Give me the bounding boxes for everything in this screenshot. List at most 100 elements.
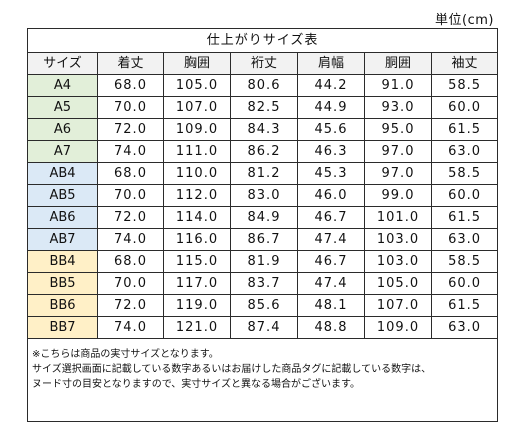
measurement-cell: 70.0 bbox=[97, 96, 164, 119]
measurement-cell: 61.5 bbox=[430, 118, 499, 141]
measurement-cell: 81.2 bbox=[230, 162, 298, 185]
table-row: A7 74.0 111.0 86.2 46.3 97.0 63.0 bbox=[27, 140, 499, 163]
column-header-chest: 胸囲 bbox=[163, 52, 231, 75]
table-title: 仕上がりサイズ表 bbox=[26, 28, 499, 53]
measurement-cell: 103.0 bbox=[364, 250, 432, 273]
measurement-cell: 46.3 bbox=[297, 140, 365, 163]
measurement-cell: 116.0 bbox=[163, 228, 231, 251]
measurement-cell: 99.0 bbox=[364, 184, 432, 207]
size-cell: AB7 bbox=[27, 228, 98, 251]
measurement-cell: 119.0 bbox=[163, 294, 231, 317]
measurement-cell: 105.0 bbox=[364, 272, 432, 295]
table-row: A4 68.0 105.0 80.6 44.2 91.0 58.5 bbox=[27, 74, 499, 97]
measurement-cell: 112.0 bbox=[163, 184, 231, 207]
measurement-cell: 47.4 bbox=[297, 228, 365, 251]
measurement-cell: 86.7 bbox=[230, 228, 298, 251]
size-cell: BB7 bbox=[27, 316, 98, 339]
size-cell: AB5 bbox=[27, 184, 98, 207]
measurement-cell: 68.0 bbox=[97, 250, 164, 273]
column-header-waist: 胴囲 bbox=[364, 52, 432, 75]
measurement-cell: 58.5 bbox=[430, 250, 499, 273]
measurement-cell: 63.0 bbox=[430, 140, 499, 163]
measurement-cell: 87.4 bbox=[230, 316, 298, 339]
measurement-cell: 83.7 bbox=[230, 272, 298, 295]
column-header-length: 着丈 bbox=[97, 52, 164, 75]
measurement-cell: 82.5 bbox=[230, 96, 298, 119]
notes-row: ※こちらは商品の実寸サイズとなります。 サイズ選択画面に記載している数字あるいは… bbox=[26, 338, 499, 422]
measurement-cell: 95.0 bbox=[364, 118, 432, 141]
table-row: AB7 74.0 116.0 86.7 47.4 103.0 63.0 bbox=[27, 228, 499, 251]
table-title-row: 仕上がりサイズ表 bbox=[26, 28, 499, 53]
unit-label: 単位(cm) bbox=[435, 13, 494, 28]
column-header-size: サイズ bbox=[27, 52, 98, 75]
measurement-cell: 63.0 bbox=[430, 316, 499, 339]
measurement-cell: 74.0 bbox=[97, 140, 164, 163]
measurement-cell: 45.6 bbox=[297, 118, 365, 141]
size-chart-table: 仕上がりサイズ表 サイズ 着丈 胸囲 裄丈 肩幅 胴囲 袖丈 A4 68.0 105… bbox=[26, 28, 499, 422]
size-cell: AB4 bbox=[27, 162, 98, 185]
measurement-cell: 93.0 bbox=[364, 96, 432, 119]
measurement-cell: 46.7 bbox=[297, 206, 365, 229]
column-header-sleeve: 袖丈 bbox=[430, 52, 499, 75]
measurement-cell: 101.0 bbox=[364, 206, 432, 229]
measurement-cell: 97.0 bbox=[364, 140, 432, 163]
measurement-cell: 60.0 bbox=[430, 272, 499, 295]
measurement-cell: 61.5 bbox=[430, 294, 499, 317]
measurement-cell: 81.9 bbox=[230, 250, 298, 273]
table-row: AB6 72.0 114.0 84.9 46.7 101.0 61.5 bbox=[27, 206, 499, 229]
measurement-cell: 72.0 bbox=[97, 294, 164, 317]
measurement-cell: 72.0 bbox=[97, 206, 164, 229]
measurement-cell: 105.0 bbox=[163, 74, 231, 97]
measurement-cell: 44.2 bbox=[297, 74, 365, 97]
measurement-cell: 111.0 bbox=[163, 140, 231, 163]
measurement-cell: 107.0 bbox=[163, 96, 231, 119]
measurement-cell: 110.0 bbox=[163, 162, 231, 185]
measurement-cell: 58.5 bbox=[430, 74, 499, 97]
table-body: A4 68.0 105.0 80.6 44.2 91.0 58.5 A5 70.0 107.0 82… bbox=[27, 74, 499, 339]
measurement-cell: 84.9 bbox=[230, 206, 298, 229]
measurement-cell: 117.0 bbox=[163, 272, 231, 295]
table-header-row: サイズ 着丈 胸囲 裄丈 肩幅 胴囲 袖丈 bbox=[27, 52, 499, 75]
measurement-cell: 68.0 bbox=[97, 162, 164, 185]
measurement-cell: 114.0 bbox=[163, 206, 231, 229]
measurement-cell: 45.3 bbox=[297, 162, 365, 185]
size-cell: A4 bbox=[27, 74, 98, 97]
measurement-cell: 86.2 bbox=[230, 140, 298, 163]
measurement-cell: 47.4 bbox=[297, 272, 365, 295]
measurement-cell: 80.6 bbox=[230, 74, 298, 97]
measurement-cell: 70.0 bbox=[97, 272, 164, 295]
measurement-cell: 46.7 bbox=[297, 250, 365, 273]
measurement-cell: 109.0 bbox=[163, 118, 231, 141]
notes-cell: ※こちらは商品の実寸サイズとなります。 サイズ選択画面に記載している数字あるいは… bbox=[26, 338, 499, 422]
table-row: BB5 70.0 117.0 83.7 47.4 105.0 60.0 bbox=[27, 272, 499, 295]
table-row: BB6 72.0 119.0 85.6 48.1 107.0 61.5 bbox=[27, 294, 499, 317]
measurement-cell: 115.0 bbox=[163, 250, 231, 273]
measurement-cell: 61.5 bbox=[430, 206, 499, 229]
measurement-cell: 44.9 bbox=[297, 96, 365, 119]
table-row: AB4 68.0 110.0 81.2 45.3 97.0 58.5 bbox=[27, 162, 499, 185]
size-cell: AB6 bbox=[27, 206, 98, 229]
measurement-cell: 63.0 bbox=[430, 228, 499, 251]
measurement-cell: 109.0 bbox=[364, 316, 432, 339]
note-line: ※こちらは商品の実寸サイズとなります。 bbox=[32, 349, 219, 360]
measurement-cell: 60.0 bbox=[430, 184, 499, 207]
table-row: BB4 68.0 115.0 81.9 46.7 103.0 58.5 bbox=[27, 250, 499, 273]
measurement-cell: 121.0 bbox=[163, 316, 231, 339]
measurement-cell: 70.0 bbox=[97, 184, 164, 207]
measurement-cell: 48.8 bbox=[297, 316, 365, 339]
measurement-cell: 74.0 bbox=[97, 316, 164, 339]
note-line: サイズ選択画面に記載している数字あるいはお届けした商品タグに記載している数字は、 bbox=[32, 364, 432, 375]
measurement-cell: 72.0 bbox=[97, 118, 164, 141]
column-header-shoulder: 肩幅 bbox=[297, 52, 365, 75]
size-cell: A6 bbox=[27, 118, 98, 141]
size-cell: BB4 bbox=[27, 250, 98, 273]
measurement-cell: 68.0 bbox=[97, 74, 164, 97]
measurement-cell: 83.0 bbox=[230, 184, 298, 207]
note-line: ヌード寸の目安となりますので、実寸サイズと異なる場合がございます。 bbox=[32, 379, 360, 390]
column-header-sleeve-from-neck: 裄丈 bbox=[230, 52, 298, 75]
measurement-cell: 60.0 bbox=[430, 96, 499, 119]
size-cell: BB5 bbox=[27, 272, 98, 295]
measurement-cell: 58.5 bbox=[430, 162, 499, 185]
table-row: AB5 70.0 112.0 83.0 46.0 99.0 60.0 bbox=[27, 184, 499, 207]
measurement-cell: 97.0 bbox=[364, 162, 432, 185]
